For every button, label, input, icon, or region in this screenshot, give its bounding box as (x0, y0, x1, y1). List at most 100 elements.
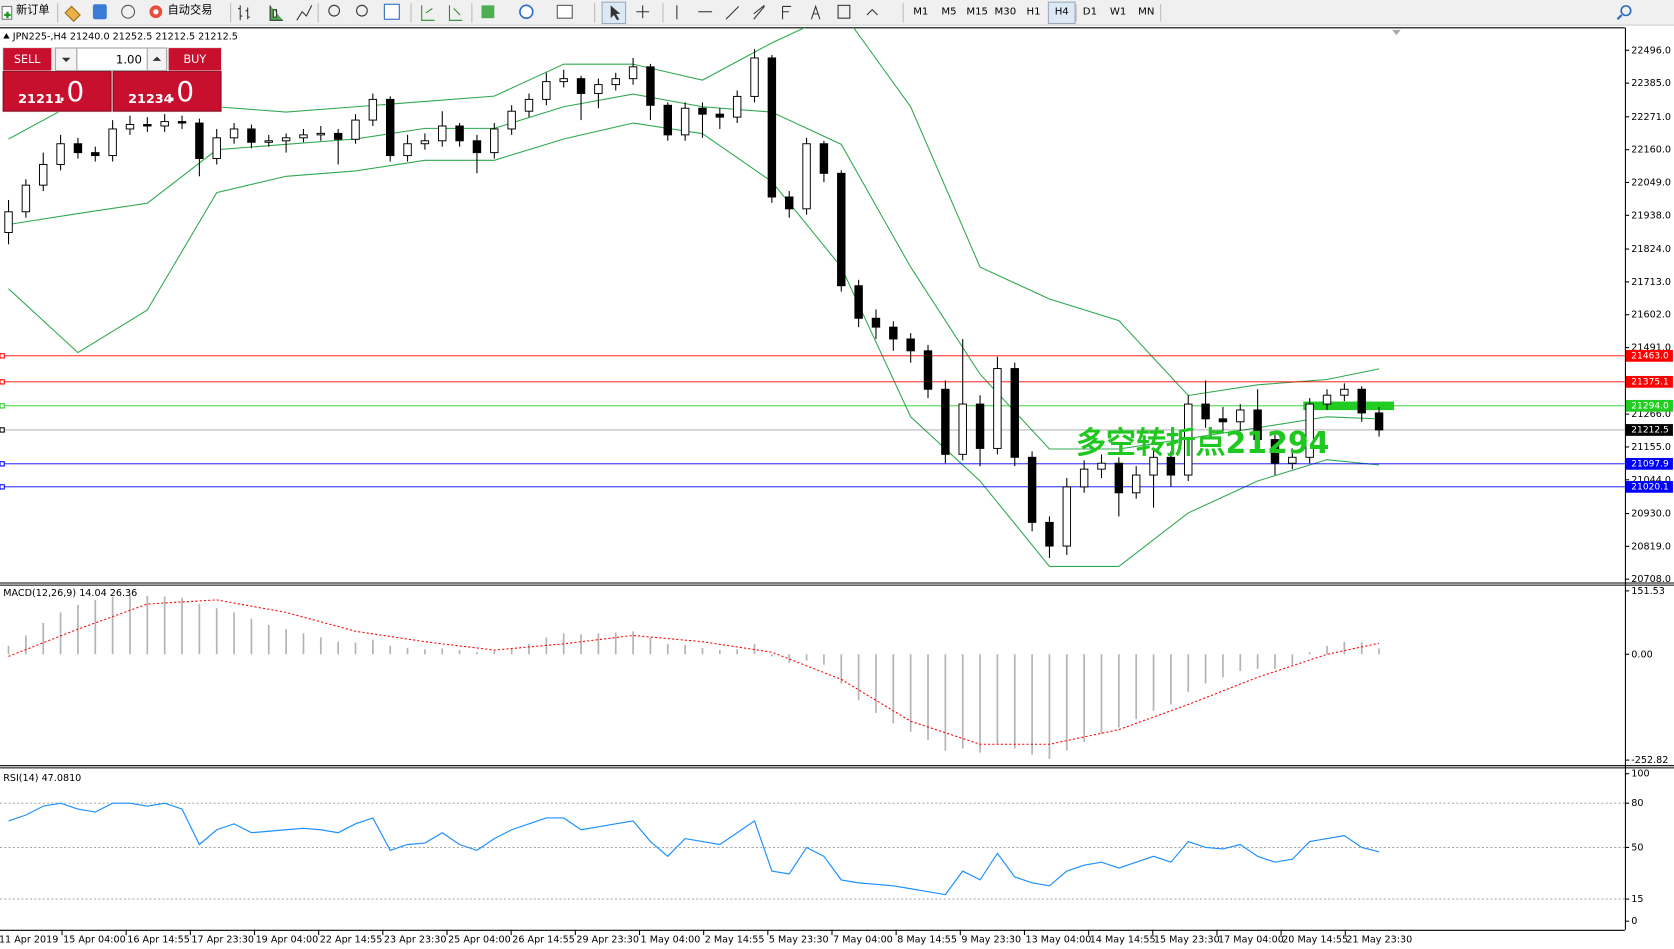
icon[interactable] (421, 5, 435, 21)
timeframe-button[interactable]: MN (1138, 7, 1154, 18)
new-order-label[interactable]: 新订单 (16, 3, 50, 17)
candle-body (4, 211, 13, 233)
price-tick-label: 21713.0 (1631, 277, 1671, 288)
level-marker (0, 403, 5, 409)
price-tick-label: 21491.0 (1631, 343, 1671, 354)
candle-body (767, 57, 777, 198)
price-tick-label: 21266.0 (1631, 409, 1671, 420)
icon[interactable] (481, 5, 495, 19)
timeframe-button[interactable]: M5 (941, 7, 956, 18)
icon[interactable] (810, 4, 821, 20)
candle-body (854, 285, 863, 319)
candle-body (212, 137, 221, 160)
icon[interactable] (269, 5, 283, 21)
buy-label[interactable]: BUY (183, 53, 206, 66)
icon[interactable] (636, 5, 650, 19)
candle-body (1184, 403, 1193, 476)
timeframe-button[interactable]: H1 (1027, 7, 1041, 18)
candle-body (1149, 456, 1158, 476)
sell-label[interactable]: SELL (14, 53, 41, 66)
macd-header: MACD(12,26,9) 14.04 26.36 (3, 588, 137, 599)
timeframe-button[interactable]: M1 (913, 7, 928, 18)
timeframe-active[interactable] (1047, 1, 1076, 25)
price-tick-label: 22160.0 (1631, 145, 1671, 156)
new-order-button[interactable]: 新订单 (1, 3, 50, 20)
time-tick-label: 16 Apr 14:55 (127, 934, 190, 945)
candle-body (1027, 456, 1037, 523)
main-plot (0, 27, 1625, 567)
price-level-tag (1625, 399, 1673, 412)
timeframe-button[interactable]: H4 (1055, 7, 1069, 18)
candle-body (993, 368, 1002, 449)
candle-body (802, 143, 811, 210)
volume-value[interactable]: 1.00 (116, 52, 142, 66)
icon[interactable] (866, 8, 878, 16)
candle-body (1201, 403, 1210, 420)
icon[interactable] (238, 5, 250, 21)
bid-box[interactable] (2, 71, 112, 112)
candle-body (1062, 486, 1072, 547)
search-icon[interactable] (1620, 5, 1632, 17)
candle-body (542, 81, 551, 100)
level-marker (0, 427, 5, 433)
candle-body (299, 134, 308, 139)
icon (61, 57, 71, 62)
icon[interactable] (92, 4, 107, 20)
icon[interactable] (356, 4, 368, 17)
price-level-tag (1625, 480, 1673, 493)
rsi-header: RSI(14) 47.0810 (3, 773, 81, 784)
candle-body (39, 163, 48, 186)
candle-body (507, 110, 516, 130)
icon[interactable] (296, 5, 313, 21)
level-highlight (1303, 401, 1395, 411)
price-level-label: 21463.0 (1631, 351, 1669, 361)
icon[interactable] (448, 5, 463, 21)
candle-body (524, 98, 534, 112)
candle-body (385, 98, 395, 157)
icon[interactable] (64, 5, 81, 23)
annotation: 多空转折点21294 (1076, 426, 1329, 461)
timeframe-button[interactable]: W1 (1110, 7, 1126, 18)
candle-body (594, 84, 603, 94)
candle-body (143, 124, 152, 127)
ask-box[interactable] (112, 71, 222, 112)
chart-bg (0, 25, 1674, 949)
sell-button[interactable] (3, 48, 52, 71)
ask-price[interactable]: 21234 (128, 92, 173, 107)
icon[interactable] (383, 3, 400, 20)
candle-body (1357, 388, 1366, 414)
candle-body (281, 137, 291, 142)
timeframe-button[interactable]: D1 (1083, 7, 1097, 18)
bid-price[interactable]: 21211 (18, 92, 63, 107)
bid-fraction[interactable]: .0 (58, 75, 84, 108)
candle-body (490, 128, 499, 154)
auto-trading-label[interactable]: 自动交易 (168, 3, 213, 17)
icon[interactable] (782, 5, 792, 20)
auto-trading-button[interactable]: 自动交易 (149, 3, 213, 19)
buy-button[interactable] (168, 48, 221, 71)
icon[interactable] (519, 4, 534, 19)
icon[interactable] (837, 4, 851, 19)
price-level-tag (1625, 375, 1673, 388)
macd-signal (8, 599, 1380, 745)
icon[interactable] (121, 4, 136, 19)
timeframe-button[interactable]: M15 (966, 7, 988, 18)
candle-body (975, 403, 985, 449)
icon[interactable] (725, 6, 740, 20)
candle-body (559, 78, 568, 83)
chart-header: JPN225-,H4 21240.0 21252.5 21212.5 21212… (12, 31, 238, 42)
icon (610, 5, 621, 21)
time-tick-label: 19 Apr 04:00 (256, 934, 319, 945)
icon[interactable] (328, 4, 341, 17)
candle-body (680, 107, 690, 136)
candle-body (646, 66, 655, 106)
ask-fraction[interactable]: .0 (168, 75, 194, 108)
search-icon (1616, 14, 1623, 20)
price-tick-label: 21155.0 (1631, 442, 1671, 453)
candle-body (420, 140, 430, 145)
timeframe-button[interactable]: M30 (995, 7, 1017, 18)
icon[interactable] (753, 4, 765, 20)
icon[interactable] (556, 4, 573, 19)
price-level-tag (1625, 349, 1673, 362)
